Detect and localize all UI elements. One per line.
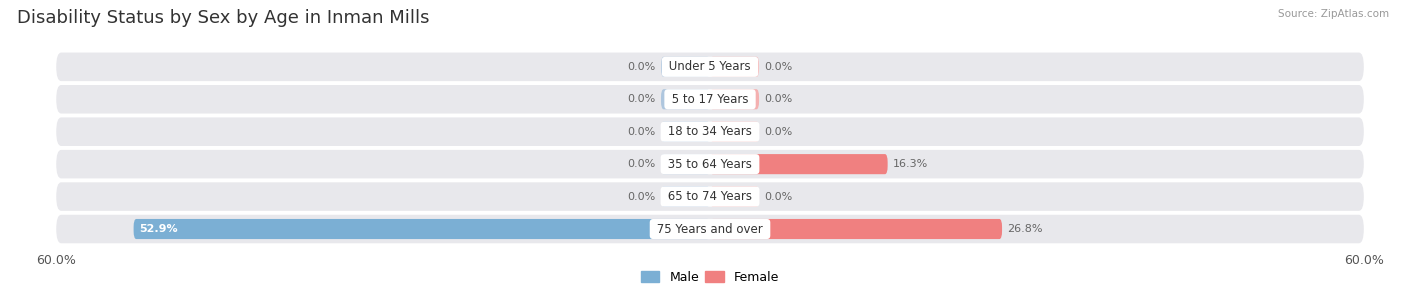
Text: 75 Years and over: 75 Years and over — [654, 223, 766, 235]
Text: 16.3%: 16.3% — [893, 159, 928, 169]
Text: 0.0%: 0.0% — [627, 192, 655, 202]
FancyBboxPatch shape — [661, 122, 710, 142]
FancyBboxPatch shape — [661, 57, 710, 77]
FancyBboxPatch shape — [56, 182, 1364, 211]
Text: Disability Status by Sex by Age in Inman Mills: Disability Status by Sex by Age in Inman… — [17, 9, 429, 27]
FancyBboxPatch shape — [134, 219, 710, 239]
Text: 0.0%: 0.0% — [765, 94, 793, 104]
FancyBboxPatch shape — [56, 85, 1364, 113]
FancyBboxPatch shape — [56, 150, 1364, 178]
Text: 0.0%: 0.0% — [765, 127, 793, 137]
Legend: Male, Female: Male, Female — [636, 266, 785, 289]
FancyBboxPatch shape — [710, 154, 887, 174]
Text: 65 to 74 Years: 65 to 74 Years — [664, 190, 756, 203]
FancyBboxPatch shape — [661, 187, 710, 206]
Text: 0.0%: 0.0% — [627, 62, 655, 72]
Text: 0.0%: 0.0% — [765, 192, 793, 202]
Text: 0.0%: 0.0% — [627, 94, 655, 104]
Text: Under 5 Years: Under 5 Years — [665, 60, 755, 73]
FancyBboxPatch shape — [56, 117, 1364, 146]
FancyBboxPatch shape — [710, 187, 759, 206]
Text: 52.9%: 52.9% — [139, 224, 177, 234]
Text: 0.0%: 0.0% — [627, 127, 655, 137]
Text: 26.8%: 26.8% — [1008, 224, 1043, 234]
FancyBboxPatch shape — [710, 122, 759, 142]
FancyBboxPatch shape — [710, 57, 759, 77]
FancyBboxPatch shape — [710, 219, 1002, 239]
Text: 5 to 17 Years: 5 to 17 Years — [668, 93, 752, 106]
FancyBboxPatch shape — [56, 215, 1364, 243]
Text: 0.0%: 0.0% — [765, 62, 793, 72]
Text: Source: ZipAtlas.com: Source: ZipAtlas.com — [1278, 9, 1389, 19]
FancyBboxPatch shape — [661, 154, 710, 174]
FancyBboxPatch shape — [710, 89, 759, 109]
FancyBboxPatch shape — [661, 89, 710, 109]
Text: 0.0%: 0.0% — [627, 159, 655, 169]
Text: 18 to 34 Years: 18 to 34 Years — [664, 125, 756, 138]
FancyBboxPatch shape — [56, 52, 1364, 81]
Text: 35 to 64 Years: 35 to 64 Years — [664, 158, 756, 170]
